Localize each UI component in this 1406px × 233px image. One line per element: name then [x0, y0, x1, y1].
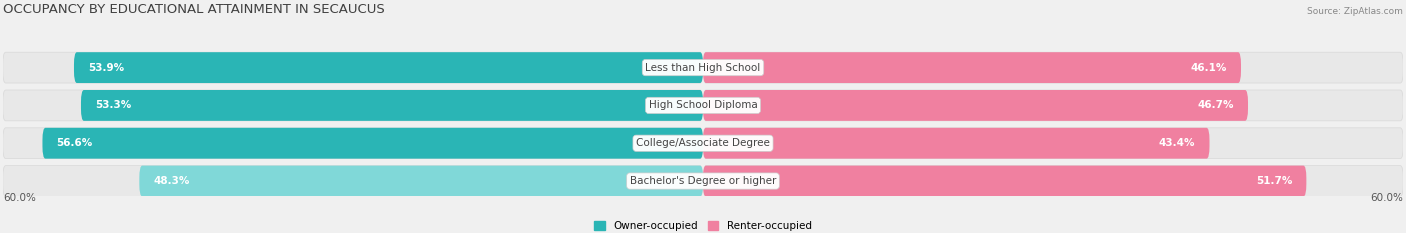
Legend: Owner-occupied, Renter-occupied: Owner-occupied, Renter-occupied: [595, 221, 811, 231]
Text: Source: ZipAtlas.com: Source: ZipAtlas.com: [1308, 7, 1403, 16]
Text: 46.7%: 46.7%: [1198, 100, 1234, 110]
FancyBboxPatch shape: [703, 52, 1403, 83]
FancyBboxPatch shape: [3, 128, 703, 159]
Text: 60.0%: 60.0%: [1371, 193, 1403, 203]
FancyBboxPatch shape: [82, 90, 703, 121]
FancyBboxPatch shape: [703, 128, 1209, 159]
Text: 53.9%: 53.9%: [89, 63, 124, 73]
FancyBboxPatch shape: [75, 52, 703, 83]
FancyBboxPatch shape: [42, 128, 703, 159]
FancyBboxPatch shape: [703, 128, 1403, 159]
Text: 43.4%: 43.4%: [1159, 138, 1195, 148]
Text: 48.3%: 48.3%: [153, 176, 190, 186]
FancyBboxPatch shape: [3, 52, 703, 83]
FancyBboxPatch shape: [139, 166, 703, 196]
FancyBboxPatch shape: [3, 90, 703, 121]
FancyBboxPatch shape: [703, 166, 1403, 196]
Text: 46.1%: 46.1%: [1191, 63, 1227, 73]
FancyBboxPatch shape: [3, 166, 703, 196]
Text: Bachelor's Degree or higher: Bachelor's Degree or higher: [630, 176, 776, 186]
FancyBboxPatch shape: [703, 166, 1306, 196]
FancyBboxPatch shape: [703, 90, 1249, 121]
Text: 51.7%: 51.7%: [1256, 176, 1292, 186]
FancyBboxPatch shape: [703, 90, 1403, 121]
Text: 53.3%: 53.3%: [96, 100, 131, 110]
Text: Less than High School: Less than High School: [645, 63, 761, 73]
Text: 56.6%: 56.6%: [56, 138, 93, 148]
Text: OCCUPANCY BY EDUCATIONAL ATTAINMENT IN SECAUCUS: OCCUPANCY BY EDUCATIONAL ATTAINMENT IN S…: [3, 3, 384, 16]
Text: 60.0%: 60.0%: [3, 193, 35, 203]
Text: High School Diploma: High School Diploma: [648, 100, 758, 110]
Text: College/Associate Degree: College/Associate Degree: [636, 138, 770, 148]
FancyBboxPatch shape: [703, 52, 1241, 83]
